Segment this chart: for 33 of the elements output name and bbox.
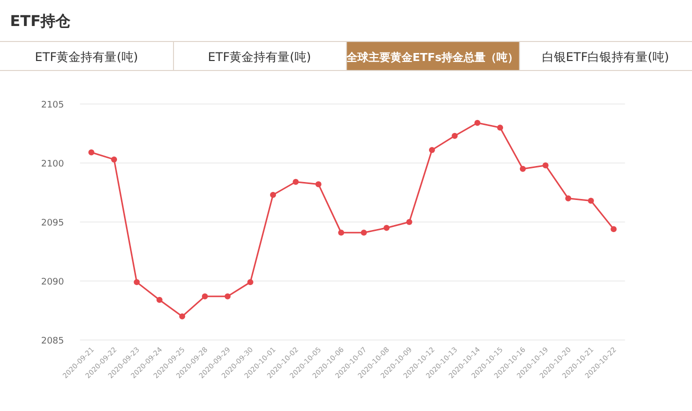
point <box>338 230 344 236</box>
point <box>360 230 367 236</box>
point <box>224 293 231 300</box>
text: 白银ETF白银持有量(吨) <box>542 50 670 64</box>
point <box>520 166 526 172</box>
y-tick-label: 2090 <box>41 278 64 288</box>
point <box>384 224 390 231</box>
point <box>179 313 186 320</box>
point <box>270 192 276 198</box>
point <box>588 198 594 204</box>
y-tick-label: 2095 <box>41 218 64 228</box>
point <box>542 162 549 168</box>
point <box>292 178 299 185</box>
point <box>88 149 94 156</box>
point <box>202 293 208 300</box>
point <box>111 156 118 162</box>
point <box>156 296 162 303</box>
y-tick-label: 2105 <box>41 100 64 110</box>
y-tick-label: 2100 <box>41 160 64 170</box>
point <box>497 124 504 131</box>
text: ETF黄金持有量(吨) <box>208 50 312 64</box>
text: ETF黄金持有量(吨) <box>34 50 138 64</box>
point <box>565 195 572 202</box>
point <box>247 279 254 286</box>
point <box>428 147 435 154</box>
y-tick-label: 2085 <box>41 336 64 346</box>
point <box>474 120 480 126</box>
point <box>315 181 322 188</box>
chart-title: ETF持仓 <box>10 12 72 30</box>
point <box>134 279 140 286</box>
point <box>452 132 458 139</box>
point <box>610 226 617 232</box>
point <box>406 219 412 225</box>
